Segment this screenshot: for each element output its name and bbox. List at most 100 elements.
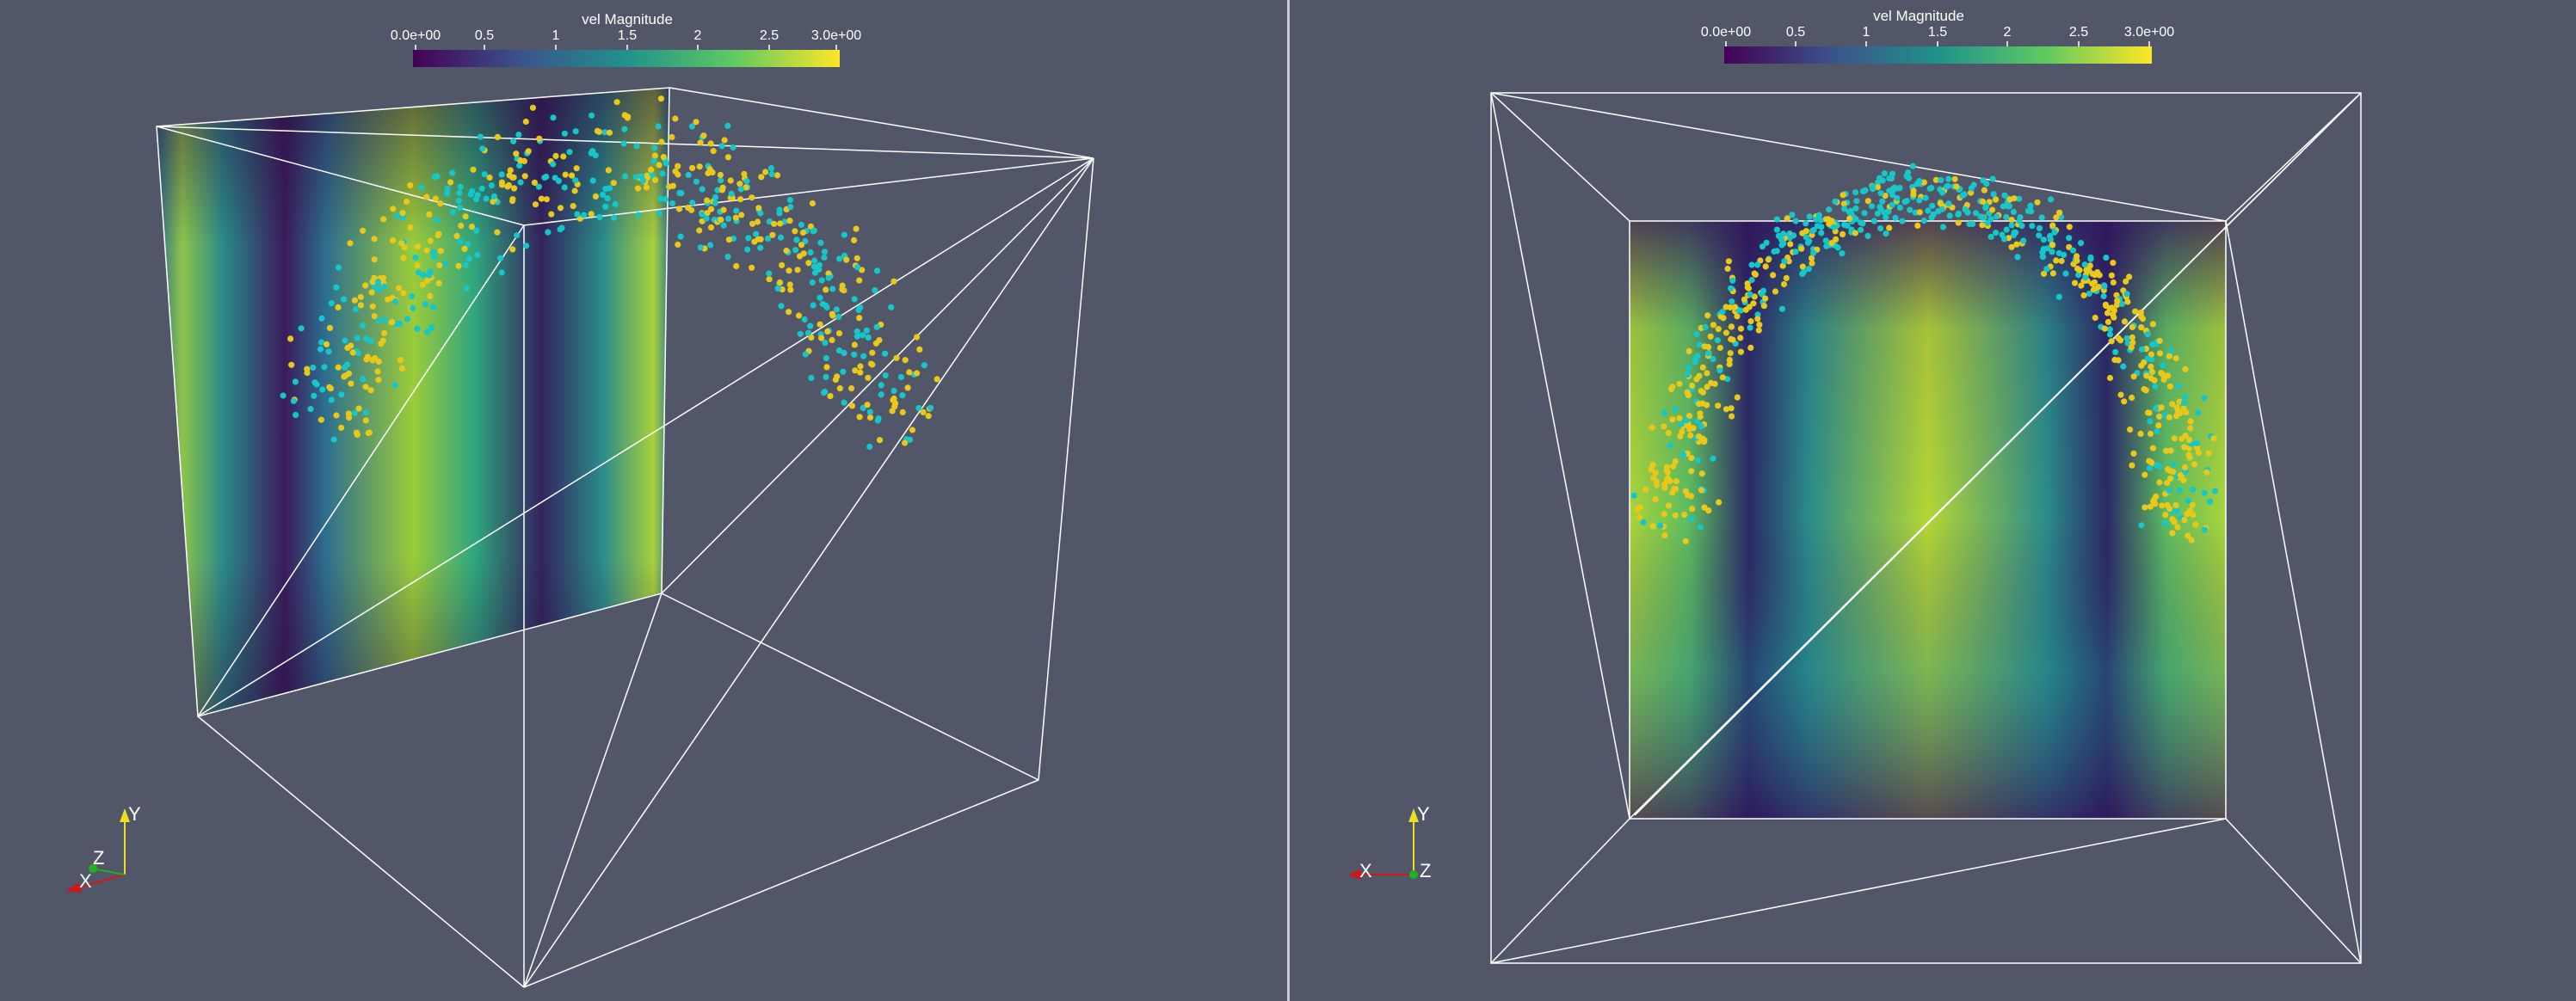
- particle: [394, 212, 401, 219]
- particle: [509, 174, 516, 181]
- particle: [374, 279, 381, 286]
- particle: [1710, 455, 1716, 462]
- particle: [498, 171, 505, 178]
- particle: [612, 200, 619, 207]
- particle: [913, 334, 921, 341]
- particle: [754, 218, 761, 225]
- particle: [2104, 310, 2111, 316]
- particle: [1681, 511, 1688, 519]
- particle: [1800, 268, 1807, 275]
- color-bar-right: vel Magnitude 0.0e+00 0.5 1 1.5 2 2.5 3.…: [1701, 8, 2174, 64]
- particle: [743, 178, 750, 185]
- particle: [571, 187, 578, 194]
- particle: [362, 409, 370, 416]
- particle: [873, 323, 880, 330]
- particle: [371, 313, 378, 320]
- particle: [2003, 226, 2010, 233]
- particle: [566, 149, 573, 156]
- particle: [1925, 207, 1932, 214]
- particle: [2118, 300, 2125, 307]
- particle: [893, 354, 900, 361]
- particle: [2091, 279, 2098, 286]
- particle: [891, 387, 897, 395]
- particle: [1694, 457, 1701, 464]
- particle: [2169, 401, 2176, 408]
- particle: [2003, 213, 2010, 220]
- particle: [2076, 267, 2083, 273]
- particle: [776, 210, 783, 217]
- particle: [786, 281, 793, 288]
- particle: [2040, 236, 2047, 243]
- particle: [1649, 424, 1655, 431]
- particle: [762, 169, 769, 175]
- particle: [1763, 239, 1770, 246]
- particle: [1765, 256, 1772, 263]
- particle: [914, 370, 921, 377]
- particle: [921, 362, 927, 369]
- particle: [2169, 530, 2176, 537]
- particle: [1810, 226, 1817, 234]
- particle: [856, 277, 863, 284]
- particle: [1987, 233, 1994, 240]
- particle: [368, 289, 375, 296]
- particle: [2160, 362, 2166, 369]
- particle: [304, 369, 311, 377]
- colorbar-title: vel Magnitude: [1873, 8, 1964, 24]
- particle: [2190, 512, 2197, 519]
- particle: [1715, 402, 1722, 409]
- particle: [1981, 187, 1987, 193]
- particle: [589, 112, 595, 119]
- particle: [437, 200, 444, 207]
- render-view-right[interactable]: vel Magnitude 0.0e+00 0.5 1 1.5 2 2.5 3.…: [1291, 0, 2576, 1001]
- particle: [2146, 458, 2153, 464]
- particle: [757, 236, 764, 243]
- particle: [809, 200, 817, 207]
- particle: [335, 364, 342, 371]
- particle: [1938, 176, 1944, 184]
- particle: [876, 437, 884, 444]
- particle: [588, 211, 595, 218]
- particle: [1649, 523, 1656, 530]
- particle: [1853, 198, 1860, 205]
- particle: [707, 242, 714, 249]
- particle: [854, 264, 861, 271]
- particle: [869, 361, 876, 368]
- particle: [2055, 249, 2062, 256]
- particle: [1669, 416, 1676, 423]
- particle: [1661, 409, 1667, 416]
- particle: [2049, 242, 2056, 249]
- particle: [809, 279, 816, 286]
- particle: [1760, 303, 1767, 310]
- particle: [510, 138, 517, 144]
- render-view-left[interactable]: vel Magnitude 0.0e+00 0.5 1 1.5 2 2.5 3.…: [0, 0, 1287, 1001]
- particle: [2044, 245, 2051, 252]
- particle: [1754, 261, 1761, 268]
- particle: [720, 222, 727, 229]
- particle: [786, 218, 793, 224]
- particle: [1716, 344, 1723, 352]
- particle: [721, 137, 728, 144]
- particle: [730, 144, 736, 151]
- particle: [427, 292, 434, 299]
- particle: [2156, 479, 2163, 486]
- particle: [1826, 206, 1833, 213]
- particle: [1883, 214, 1889, 221]
- particle: [1710, 322, 1716, 329]
- particle: [2152, 383, 2159, 390]
- particle: [1822, 216, 1829, 223]
- particle: [902, 439, 909, 446]
- particle: [552, 152, 559, 159]
- particle: [2056, 209, 2063, 216]
- particle: [749, 220, 756, 227]
- particle: [2185, 532, 2191, 539]
- particle: [2018, 223, 2025, 230]
- particle: [793, 236, 800, 243]
- particle: [447, 179, 454, 186]
- particle: [2124, 340, 2131, 347]
- particle: [2117, 337, 2124, 344]
- view-divider[interactable]: [1287, 0, 1290, 1001]
- particle: [835, 330, 843, 337]
- particle: [467, 191, 474, 198]
- particle: [2166, 414, 2172, 421]
- particle: [1805, 266, 1812, 273]
